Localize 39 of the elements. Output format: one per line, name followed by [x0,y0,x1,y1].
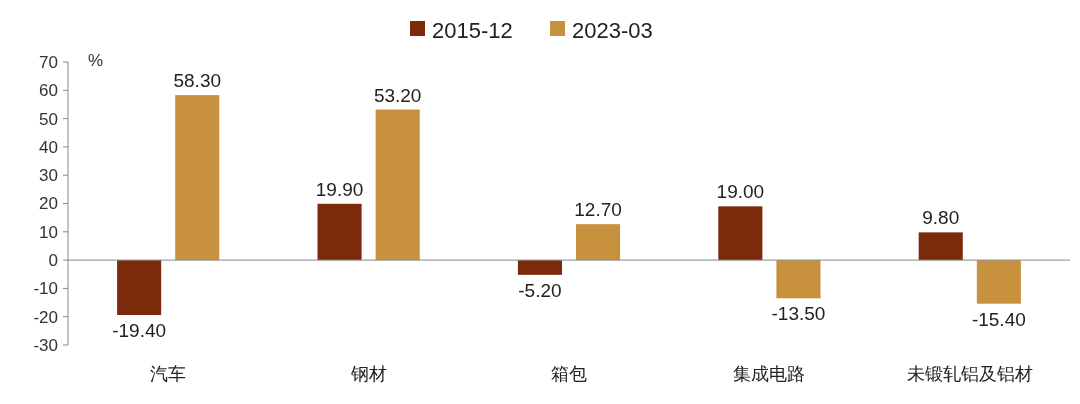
x-tick-label: 汽车 [150,364,187,384]
data-label: -19.40 [112,320,167,341]
bar [918,232,963,261]
x-tick-label: 钢材 [349,364,387,384]
bar [317,203,362,261]
bar [576,224,621,261]
bar [976,260,1021,304]
x-tick-label: 箱包 [551,364,587,384]
y-tick-label: 70 [39,52,58,72]
data-label: 19.90 [315,178,364,200]
x-tick-label: 未锻轧铝及铝材 [906,364,1033,384]
bar [117,260,162,315]
data-label: -13.50 [771,303,826,325]
y-tick-label: 30 [39,166,58,186]
data-label: 53.20 [373,84,422,106]
data-label: 58.30 [173,70,222,92]
y-tick-label: -30 [33,335,58,355]
data-label: 12.70 [574,199,622,221]
y-tick-label: 0 [48,251,58,271]
y-tick-label: 40 [39,137,58,157]
y-tick-label: 50 [39,109,58,129]
y-tick-label: -10 [33,279,58,299]
data-label: 19.00 [716,181,765,203]
data-label: -5.20 [518,279,562,301]
legend-label: 2023-03 [572,17,653,43]
y-tick-label: 60 [39,81,58,101]
y-tick-label: 20 [39,194,58,214]
bar [776,260,821,299]
bar [175,95,220,261]
x-tick-label: 集成电路 [733,364,806,384]
y-axis-title: % [88,51,104,70]
bar [517,260,562,275]
bar [375,109,420,261]
y-tick-label: -20 [33,307,58,327]
data-label: -15.40 [971,308,1026,330]
y-tick-label: 10 [39,222,58,242]
data-label: 9.80 [922,207,960,229]
legend-label: 2015-12 [432,17,513,43]
bar [718,206,763,261]
